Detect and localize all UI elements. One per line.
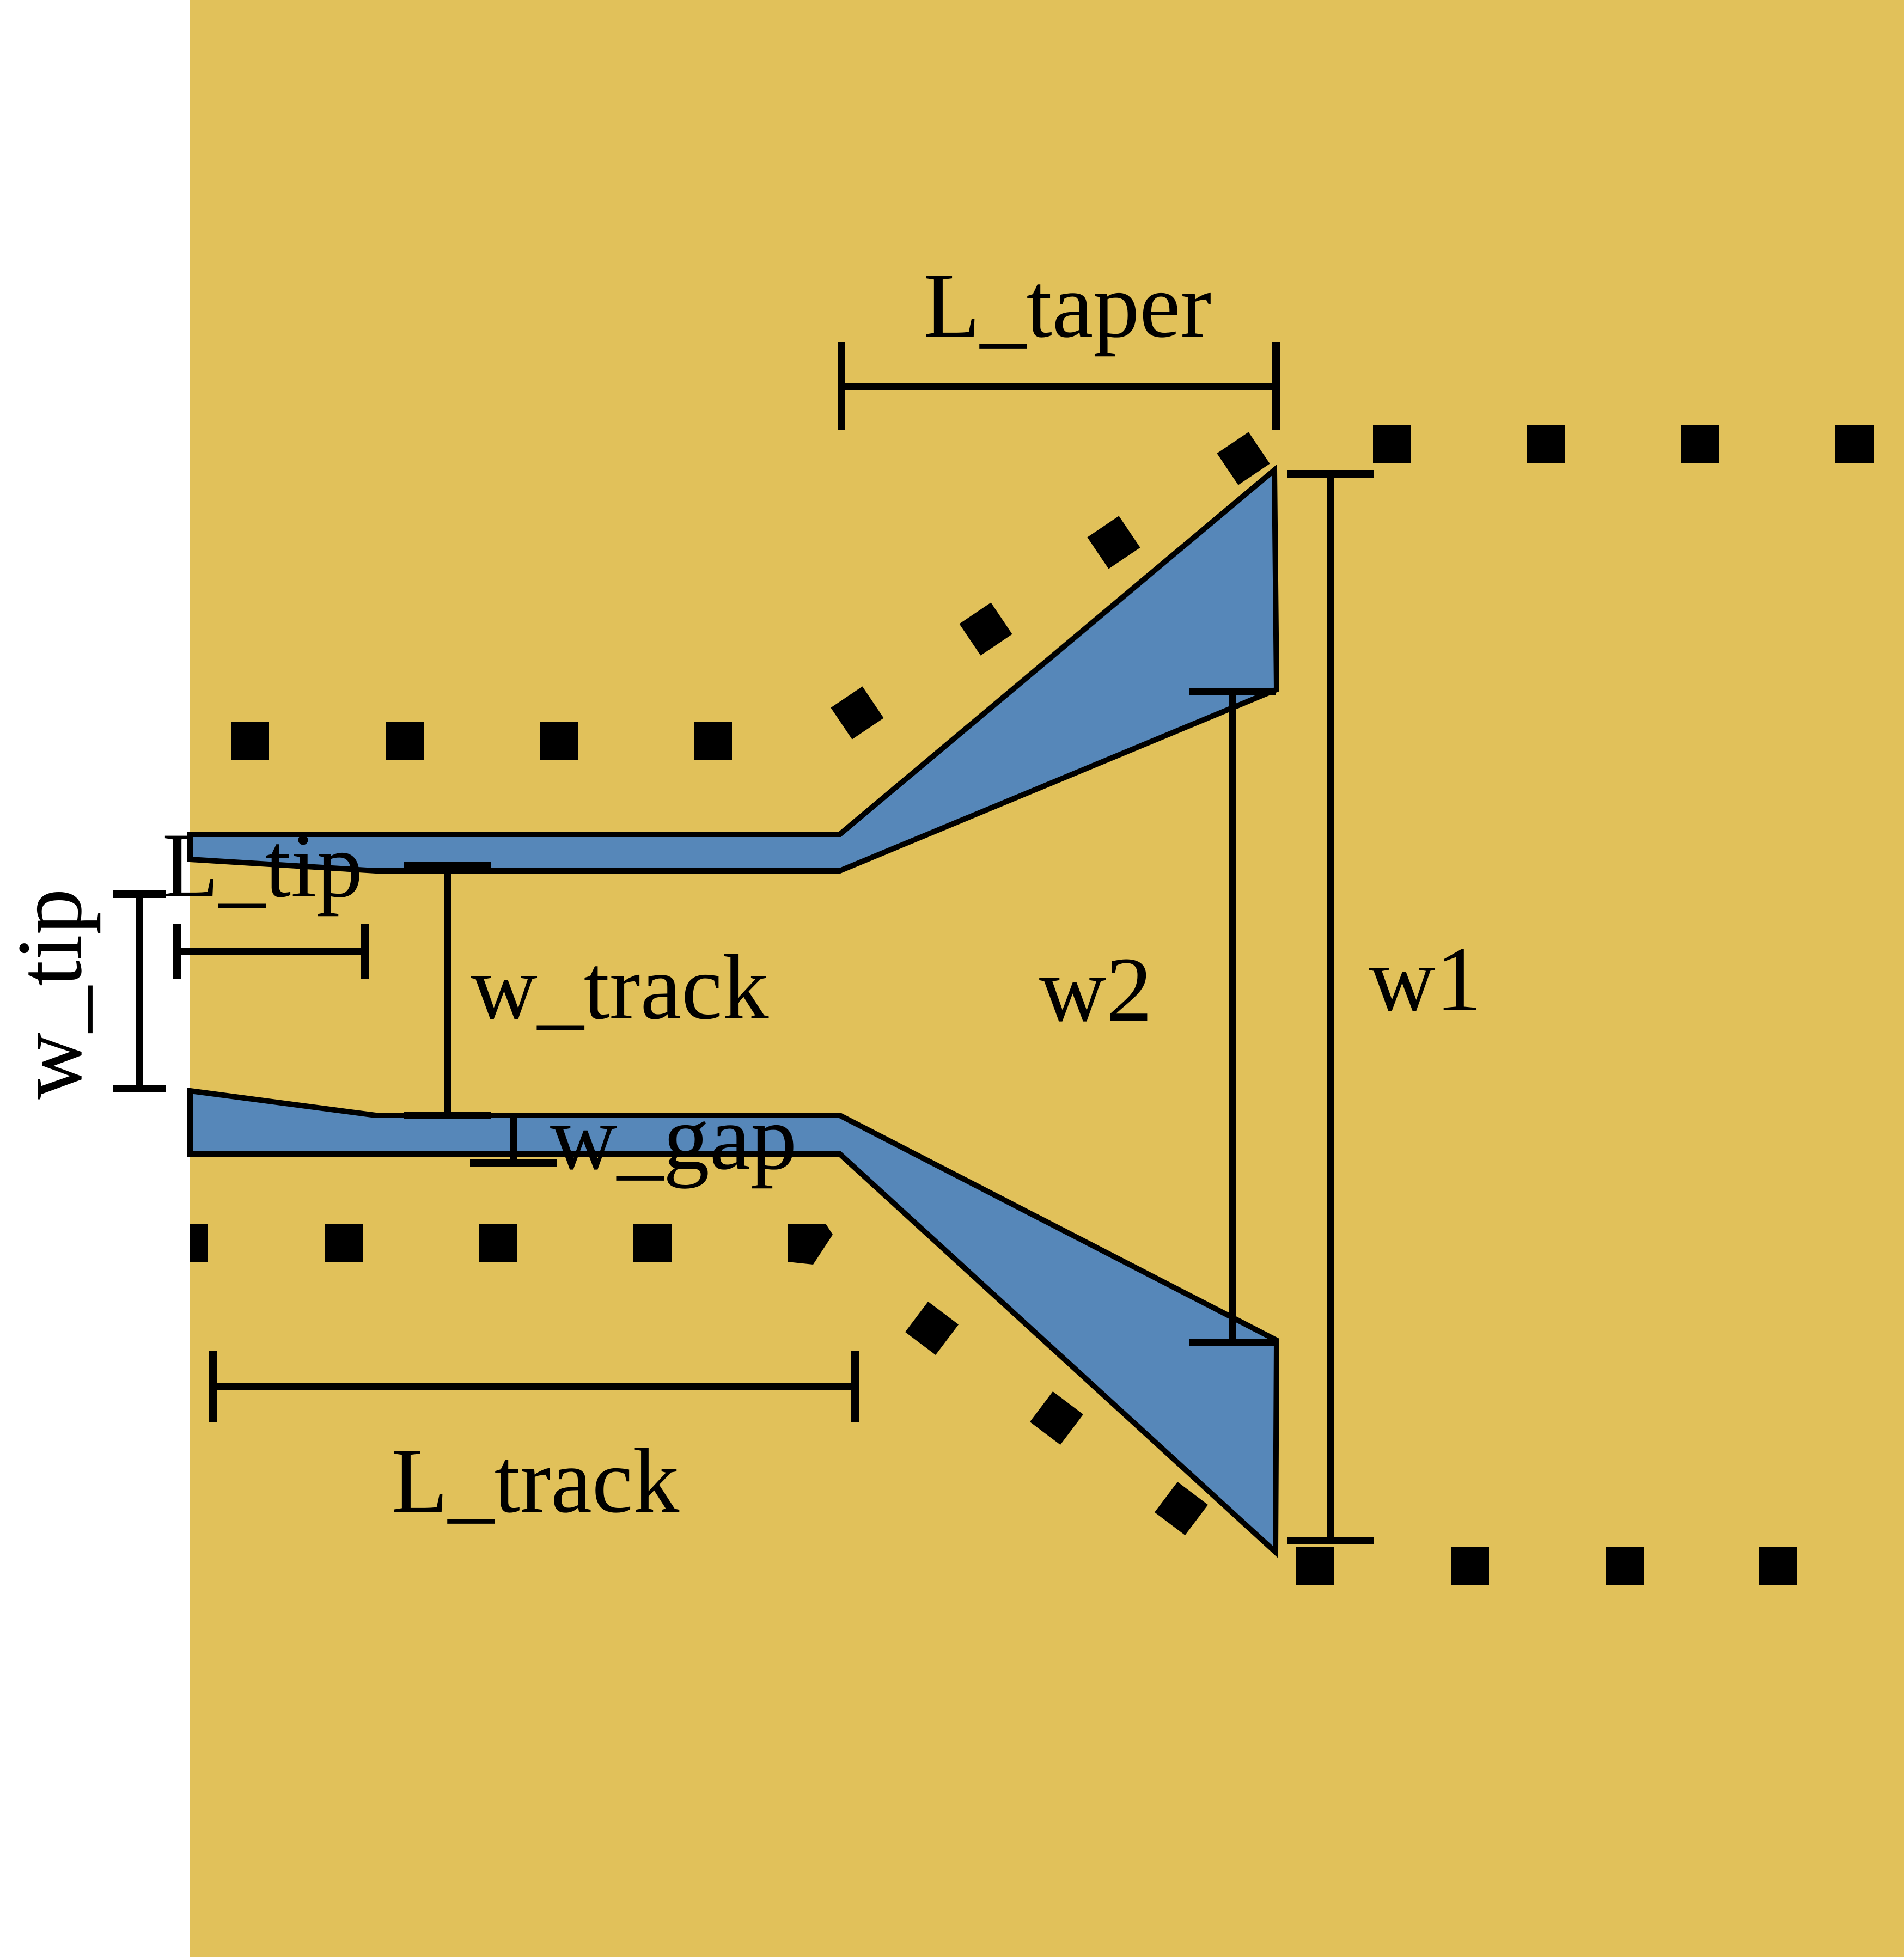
dimension-l-taper: [838, 342, 1280, 430]
label-l-taper: L_taper: [924, 254, 1212, 357]
via-row-bottom-left: [190, 1224, 833, 1265]
via: [479, 1224, 517, 1262]
label-l-tip: L_tip: [162, 814, 363, 917]
via-row-top-diagonal: [831, 432, 1270, 740]
via: [325, 1224, 363, 1262]
label-w-track: w_track: [471, 936, 769, 1039]
via: [1373, 425, 1411, 463]
dimension-w-track: [404, 862, 491, 1119]
dimension-w1: [1287, 470, 1374, 1544]
via-row-top-left: [231, 722, 732, 760]
via: [831, 686, 884, 740]
top-conductor: [187, 464, 1280, 874]
dimension-w2: [1189, 688, 1276, 1346]
via: [959, 602, 1012, 656]
label-w2: w2: [1039, 938, 1152, 1041]
via: [540, 722, 578, 760]
via: [905, 1301, 959, 1355]
via: [1606, 1547, 1644, 1585]
label-w-gap: w_gap: [550, 1086, 797, 1189]
via: [1835, 425, 1874, 463]
via: [1759, 1547, 1797, 1585]
via: [1029, 1391, 1084, 1445]
via-row-bottom-diagonal: [905, 1301, 1209, 1536]
label-w1: w1: [1369, 928, 1482, 1030]
via: [1154, 1481, 1209, 1536]
via: [1527, 425, 1565, 463]
via: [694, 722, 732, 760]
dimension-l-tip: [173, 924, 369, 979]
via: [1296, 1547, 1334, 1585]
substrate-area: [190, 0, 1904, 1957]
dimension-w-gap: [470, 1115, 557, 1167]
via: [788, 1224, 833, 1265]
via: [1217, 432, 1270, 485]
via: [190, 1224, 208, 1262]
label-l-track: L_track: [392, 1430, 680, 1532]
dimension-w-tip: [113, 890, 166, 1092]
via: [386, 722, 424, 760]
via-row-top-right: [1373, 425, 1874, 463]
via: [1681, 425, 1719, 463]
via: [1451, 1547, 1489, 1585]
dimension-l-track: [209, 1351, 859, 1422]
via: [231, 722, 269, 760]
label-w-tip: w_tip: [0, 888, 101, 1099]
via-row-bottom-right: [1296, 1547, 1797, 1585]
via: [1087, 516, 1140, 569]
via: [633, 1224, 672, 1262]
